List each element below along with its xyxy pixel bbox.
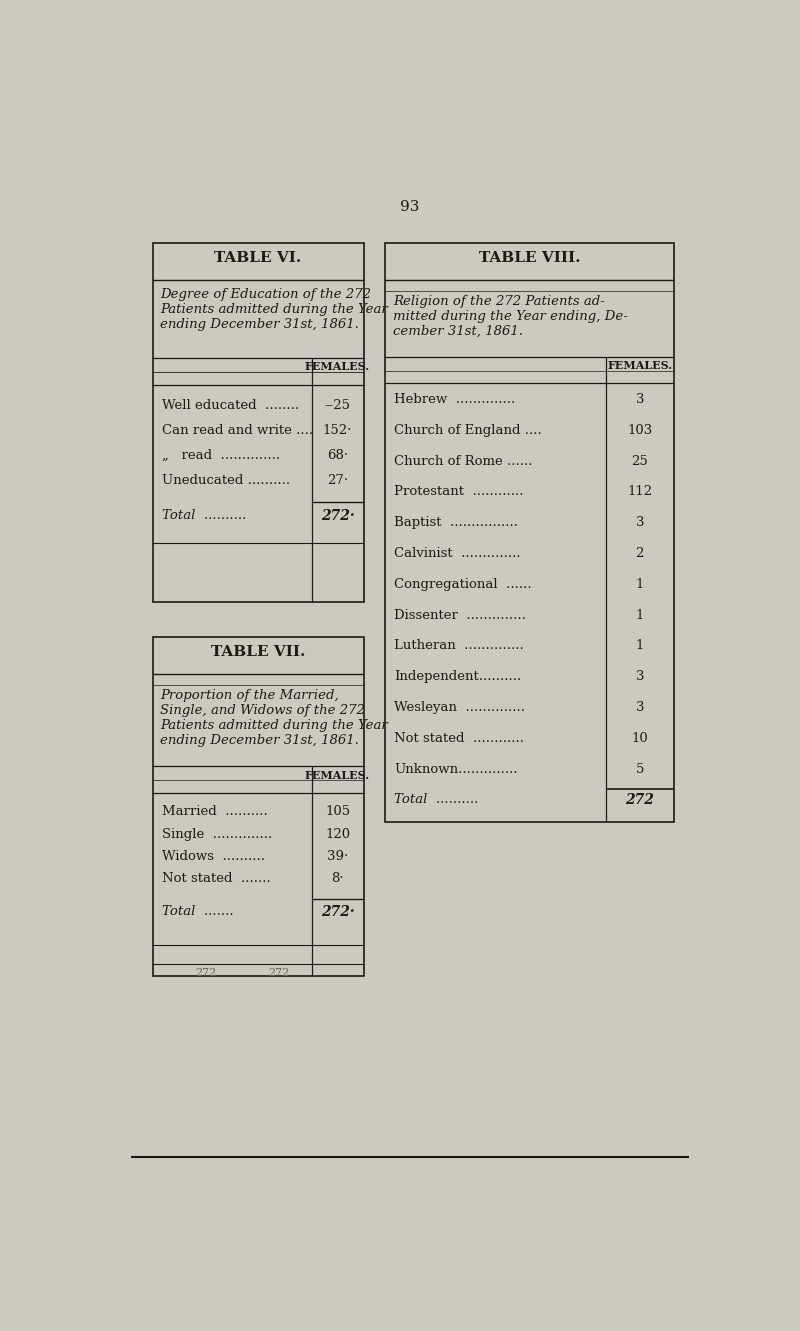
Text: FEMALES.: FEMALES. bbox=[607, 359, 672, 371]
Text: 1: 1 bbox=[636, 608, 644, 622]
Text: --25: --25 bbox=[325, 399, 350, 413]
Text: Married  ..........: Married .......... bbox=[162, 805, 268, 819]
Text: Uneducated ..........: Uneducated .......... bbox=[162, 474, 290, 487]
Text: 105: 105 bbox=[325, 805, 350, 819]
Text: 3: 3 bbox=[635, 516, 644, 530]
Text: Can read and write ....: Can read and write .... bbox=[162, 423, 313, 437]
Text: 3: 3 bbox=[635, 671, 644, 683]
Text: 1: 1 bbox=[636, 639, 644, 652]
Text: Not stated  ............: Not stated ............ bbox=[394, 732, 525, 745]
Text: Widows  ..........: Widows .......... bbox=[162, 849, 265, 862]
Text: 27·: 27· bbox=[327, 474, 348, 487]
Text: TABLE VII.: TABLE VII. bbox=[211, 644, 306, 659]
Text: 112: 112 bbox=[627, 486, 652, 498]
Text: 5: 5 bbox=[636, 763, 644, 776]
Bar bbox=[386, 242, 674, 823]
Text: FEMALES.: FEMALES. bbox=[305, 769, 370, 780]
Text: Lutheran  ..............: Lutheran .............. bbox=[394, 639, 524, 652]
Bar bbox=[153, 242, 363, 603]
Text: Calvinist  ..............: Calvinist .............. bbox=[394, 547, 521, 560]
Text: Total  ..........: Total .......... bbox=[162, 508, 246, 522]
Text: Proportion of the Married,
Single, and Widows of the 272
Patients admitted durin: Proportion of the Married, Single, and W… bbox=[161, 689, 388, 748]
Text: 103: 103 bbox=[627, 423, 653, 437]
Text: 120: 120 bbox=[325, 828, 350, 841]
Text: Dissenter  ..............: Dissenter .............. bbox=[394, 608, 526, 622]
Bar bbox=[153, 638, 363, 976]
Text: 10: 10 bbox=[631, 732, 648, 745]
Text: Well educated  ........: Well educated ........ bbox=[162, 399, 299, 413]
Text: 68·: 68· bbox=[327, 450, 348, 462]
Text: 152·: 152· bbox=[323, 423, 352, 437]
Text: 272: 272 bbox=[194, 968, 216, 978]
Text: Protestant  ............: Protestant ............ bbox=[394, 486, 524, 498]
Text: FEMALES.: FEMALES. bbox=[305, 362, 370, 373]
Text: Total  .......: Total ....... bbox=[162, 905, 234, 918]
Text: Unknown..............: Unknown.............. bbox=[394, 763, 518, 776]
Text: Wesleyan  ..............: Wesleyan .............. bbox=[394, 701, 526, 713]
Text: 3: 3 bbox=[635, 701, 644, 713]
Text: 1: 1 bbox=[636, 578, 644, 591]
Text: 272: 272 bbox=[626, 793, 654, 808]
Text: 39·: 39· bbox=[327, 849, 348, 862]
Text: 2: 2 bbox=[636, 547, 644, 560]
Text: 272: 272 bbox=[269, 968, 290, 978]
Text: 3: 3 bbox=[635, 393, 644, 406]
Text: Hebrew  ..............: Hebrew .............. bbox=[394, 393, 516, 406]
Text: Degree of Education of the 272
Patients admitted during the Year
ending December: Degree of Education of the 272 Patients … bbox=[161, 287, 388, 330]
Text: 272·: 272· bbox=[321, 508, 354, 523]
Text: 8·: 8· bbox=[331, 872, 344, 885]
Text: Not stated  .......: Not stated ....... bbox=[162, 872, 270, 885]
Text: Church of England ....: Church of England .... bbox=[394, 423, 542, 437]
Text: Baptist  ................: Baptist ................ bbox=[394, 516, 518, 530]
Text: 272·: 272· bbox=[321, 905, 354, 920]
Text: Church of Rome ......: Church of Rome ...... bbox=[394, 455, 533, 467]
Text: 93: 93 bbox=[400, 200, 420, 214]
Text: TABLE VI.: TABLE VI. bbox=[214, 250, 302, 265]
Text: 25: 25 bbox=[631, 455, 648, 467]
Text: Independent..........: Independent.......... bbox=[394, 671, 522, 683]
Text: Congregational  ......: Congregational ...... bbox=[394, 578, 532, 591]
Text: Total  ..........: Total .......... bbox=[394, 793, 479, 807]
Text: „   read  ..............: „ read .............. bbox=[162, 450, 280, 462]
Text: Religion of the 272 Patients ad-
mitted during the Year ending, De-
cember 31st,: Religion of the 272 Patients ad- mitted … bbox=[393, 295, 628, 338]
Text: TABLE VIII.: TABLE VIII. bbox=[478, 250, 580, 265]
Text: Single  ..............: Single .............. bbox=[162, 828, 272, 841]
